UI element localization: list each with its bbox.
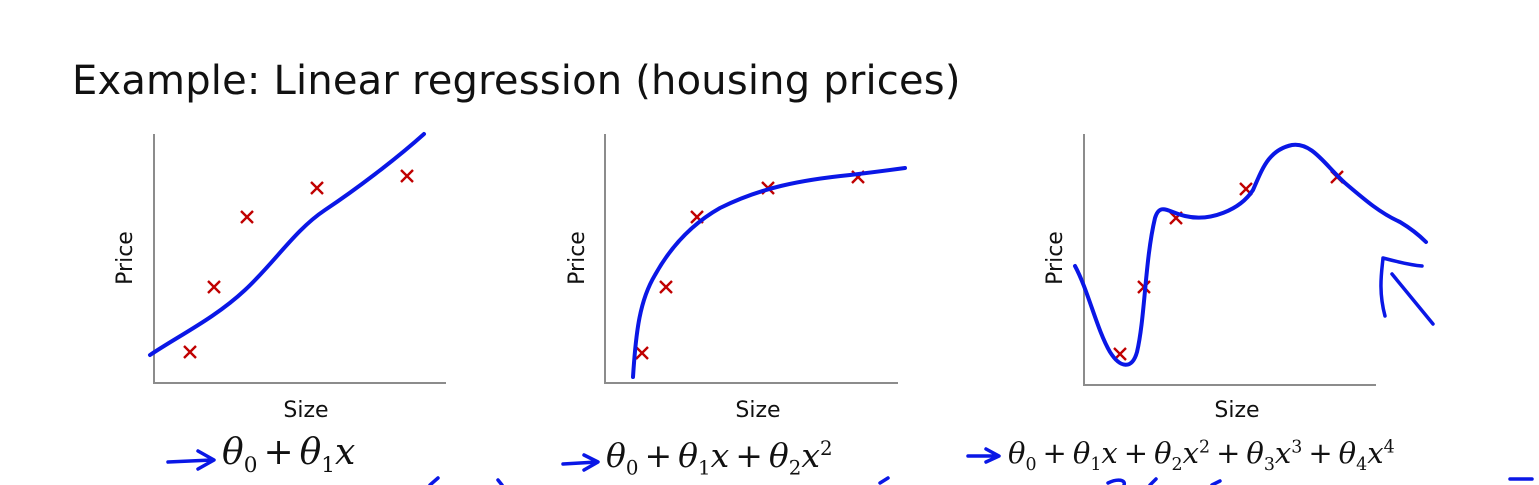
x-axis-label: Size: [283, 398, 328, 423]
handwriting-fragment: [1106, 477, 1222, 485]
fit-curve: [631, 166, 907, 379]
handwritten-arrow: [966, 447, 1001, 464]
x-axis-label: Size: [1214, 398, 1259, 423]
axes: [604, 134, 898, 384]
axes: [153, 134, 446, 384]
data-points: [635, 170, 865, 360]
data-point: [207, 280, 221, 294]
x-axis-label: Size: [735, 398, 780, 423]
y-axis-label: Price: [113, 231, 138, 285]
data-point: [400, 169, 414, 183]
axes: [1083, 134, 1376, 386]
fit-curve: [1073, 142, 1428, 367]
panel-quartic: Price Size: [1043, 134, 1435, 423]
slide-title: Example: Linear regression (housing pric…: [72, 58, 961, 104]
formula-quadratic: θ0 + θ1x + θ2x2: [606, 436, 833, 480]
formula-quartic: θ0 + θ1x + θ2x2 + θ3x3 + θ4x4: [1008, 436, 1395, 475]
panel-quadratic: Price Size: [565, 134, 907, 423]
y-axis-label: Price: [565, 231, 590, 285]
data-point: [240, 210, 254, 224]
handwritten-arrow: [561, 453, 600, 472]
data-point: [310, 181, 324, 195]
data-point: [635, 346, 649, 360]
data-point: [183, 345, 197, 359]
panel-linear: Price Size: [113, 132, 446, 423]
data-point: [659, 280, 673, 294]
handwriting-fragment: [428, 476, 890, 485]
formula-linear: θ0 + θ1x: [222, 432, 356, 479]
y-axis-label: Price: [1043, 231, 1068, 285]
data-points: [183, 169, 414, 359]
handwritten-arrow: [166, 449, 216, 471]
hand-drawn-arrow: [1379, 256, 1435, 326]
fit-curve: [148, 132, 426, 357]
